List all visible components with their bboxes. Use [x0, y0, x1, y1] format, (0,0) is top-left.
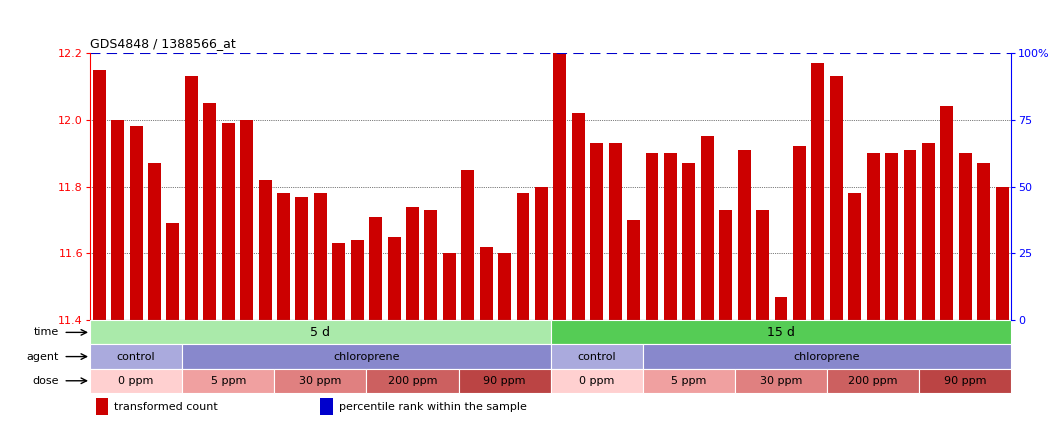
- Bar: [498, 253, 511, 320]
- Bar: [333, 243, 345, 320]
- Bar: [90, 320, 551, 344]
- Bar: [95, 398, 108, 415]
- Bar: [756, 210, 769, 320]
- Text: dose: dose: [32, 376, 58, 386]
- Bar: [148, 163, 161, 320]
- Bar: [551, 369, 643, 393]
- Text: 0 ppm: 0 ppm: [579, 376, 614, 386]
- Bar: [995, 187, 1008, 320]
- Text: chloroprene: chloroprene: [794, 352, 860, 362]
- Bar: [646, 153, 659, 320]
- Bar: [977, 163, 990, 320]
- Bar: [535, 187, 548, 320]
- Bar: [166, 223, 179, 320]
- Bar: [388, 237, 400, 320]
- Bar: [480, 247, 492, 320]
- Bar: [738, 150, 751, 320]
- Text: chloroprene: chloroprene: [334, 352, 399, 362]
- Bar: [627, 220, 640, 320]
- Text: 5 ppm: 5 ppm: [671, 376, 706, 386]
- Bar: [830, 76, 843, 320]
- Bar: [682, 163, 696, 320]
- Bar: [313, 193, 327, 320]
- Bar: [90, 369, 182, 393]
- Text: 0 ppm: 0 ppm: [119, 376, 154, 386]
- Text: time: time: [34, 327, 58, 338]
- Bar: [572, 113, 585, 320]
- Bar: [885, 153, 898, 320]
- Bar: [958, 153, 972, 320]
- Bar: [459, 369, 551, 393]
- Bar: [719, 210, 732, 320]
- Bar: [551, 320, 1011, 344]
- Bar: [664, 153, 677, 320]
- Text: control: control: [577, 352, 616, 362]
- Text: 200 ppm: 200 ppm: [848, 376, 898, 386]
- Bar: [922, 143, 935, 320]
- Bar: [111, 120, 124, 320]
- Bar: [221, 123, 235, 320]
- Text: 30 ppm: 30 ppm: [299, 376, 342, 386]
- Bar: [203, 103, 216, 320]
- Bar: [277, 193, 290, 320]
- Bar: [793, 146, 806, 320]
- Bar: [351, 240, 363, 320]
- Text: 5 ppm: 5 ppm: [211, 376, 246, 386]
- Bar: [406, 207, 419, 320]
- Bar: [185, 76, 198, 320]
- Bar: [240, 120, 253, 320]
- Bar: [643, 369, 735, 393]
- Text: agent: agent: [26, 352, 58, 362]
- Bar: [866, 153, 880, 320]
- Bar: [903, 150, 916, 320]
- Bar: [919, 369, 1011, 393]
- Text: 200 ppm: 200 ppm: [388, 376, 437, 386]
- Bar: [848, 193, 861, 320]
- Text: 15 d: 15 d: [767, 326, 795, 339]
- Text: GDS4848 / 1388566_at: GDS4848 / 1388566_at: [90, 37, 236, 50]
- Bar: [735, 369, 827, 393]
- Bar: [129, 126, 143, 320]
- Bar: [590, 143, 604, 320]
- Bar: [443, 253, 455, 320]
- Bar: [517, 193, 530, 320]
- Bar: [554, 53, 567, 320]
- Text: 5 d: 5 d: [310, 326, 330, 339]
- Text: 90 ppm: 90 ppm: [944, 376, 987, 386]
- Bar: [462, 170, 474, 320]
- Bar: [90, 344, 182, 369]
- Bar: [274, 369, 366, 393]
- Bar: [425, 210, 437, 320]
- Text: transformed count: transformed count: [114, 402, 218, 412]
- Bar: [370, 217, 382, 320]
- Bar: [93, 70, 106, 320]
- Text: control: control: [116, 352, 156, 362]
- Text: 90 ppm: 90 ppm: [483, 376, 526, 386]
- Bar: [295, 197, 308, 320]
- Bar: [182, 369, 274, 393]
- Text: 30 ppm: 30 ppm: [759, 376, 803, 386]
- Bar: [609, 143, 622, 320]
- Bar: [366, 369, 459, 393]
- Bar: [551, 344, 643, 369]
- Bar: [774, 297, 788, 320]
- Bar: [643, 344, 1011, 369]
- Bar: [701, 137, 714, 320]
- Bar: [182, 344, 551, 369]
- Text: percentile rank within the sample: percentile rank within the sample: [339, 402, 526, 412]
- Bar: [940, 106, 953, 320]
- Bar: [321, 398, 334, 415]
- Bar: [827, 369, 919, 393]
- Bar: [258, 180, 271, 320]
- Bar: [811, 63, 824, 320]
